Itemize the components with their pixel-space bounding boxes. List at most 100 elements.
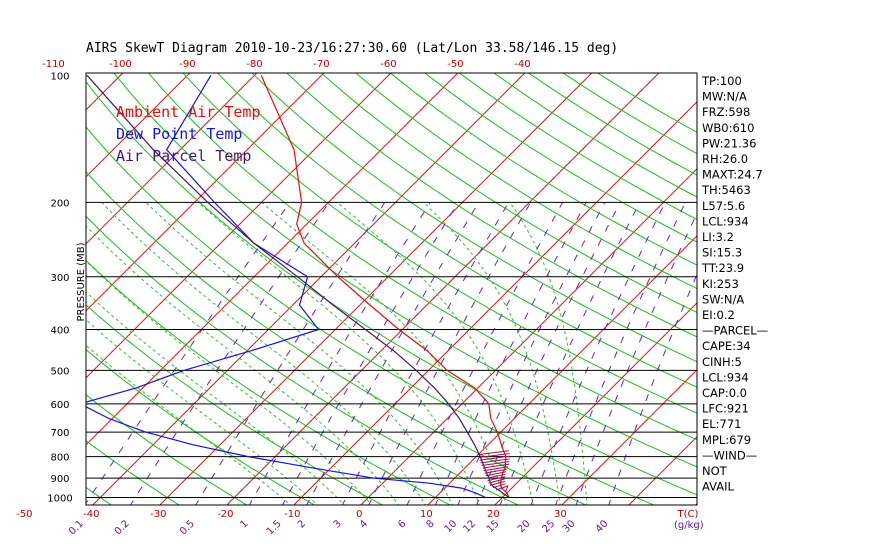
series-line-0 bbox=[260, 75, 510, 498]
top-temp-tick-label: -70 bbox=[313, 59, 329, 70]
isotherm-line bbox=[360, 168, 697, 505]
mixing-ratio-line bbox=[530, 202, 666, 505]
hatch-mark bbox=[488, 478, 505, 484]
index-line: SW:N/A bbox=[702, 292, 744, 306]
moist-adiabat bbox=[336, 202, 534, 505]
index-line: CAP:0.0 bbox=[702, 386, 747, 400]
pressure-tick-label: 800 bbox=[50, 453, 69, 464]
index-line: —PARCEL— bbox=[702, 324, 768, 338]
mixing-ratio-line bbox=[457, 202, 606, 505]
isotherm-line bbox=[159, 73, 593, 505]
mixing-ratio-tick-label: 12 bbox=[461, 518, 478, 535]
isotherm-line bbox=[561, 369, 697, 505]
dry-adiabat bbox=[389, 73, 697, 266]
mixing-ratio-line bbox=[434, 202, 587, 505]
series-line-1 bbox=[86, 74, 486, 499]
dry-adiabat bbox=[182, 73, 697, 414]
isotherm-line bbox=[494, 302, 697, 505]
dry-adiabat bbox=[86, 348, 316, 505]
mixing-ratio-unit-label: (g/kg) bbox=[674, 520, 704, 531]
mixing-ratio-tick-label: 8 bbox=[425, 518, 437, 530]
hatch-mark bbox=[492, 483, 506, 489]
dry-adiabat bbox=[458, 73, 697, 220]
isotherm-line bbox=[86, 73, 392, 379]
index-line: LFC:921 bbox=[702, 402, 749, 416]
mixing-ratio-tick-label: 15 bbox=[485, 518, 502, 535]
index-line: —WIND— bbox=[702, 448, 757, 462]
dry-adiabat bbox=[86, 394, 248, 505]
legend-entry: Air Parcel Temp bbox=[116, 147, 251, 165]
isotherm-line bbox=[0, 66, 63, 507]
index-line: LI:3.2 bbox=[702, 230, 734, 244]
hatch-mark bbox=[489, 480, 506, 486]
index-line: CAPE:34 bbox=[702, 339, 751, 353]
top-temp-tick-label: -60 bbox=[380, 59, 396, 70]
index-line: WB0:610 bbox=[702, 121, 754, 135]
bottom-temp-tick-label: -10 bbox=[284, 509, 300, 520]
index-line: TP:100 bbox=[701, 74, 742, 88]
index-line: SI:15.3 bbox=[702, 246, 742, 260]
index-line: EI:0.2 bbox=[702, 308, 735, 322]
mixing-ratio-tick-label: 10 bbox=[443, 518, 460, 535]
pressure-tick-label: 1000 bbox=[47, 494, 72, 505]
mixing-ratio-line bbox=[129, 202, 330, 505]
hatch-mark bbox=[477, 450, 510, 456]
pressure-tick-label: 500 bbox=[50, 366, 69, 377]
axes: PRESSURE (MB)100200300400500600700800900… bbox=[16, 59, 704, 537]
pressure-tick-label: 400 bbox=[50, 326, 69, 337]
mixing-ratio-line bbox=[306, 202, 480, 505]
moist-adiabat bbox=[198, 202, 480, 505]
index-line: TT:23.9 bbox=[701, 261, 744, 275]
index-line: RH:26.0 bbox=[702, 152, 748, 166]
isotherm-line bbox=[226, 73, 660, 505]
pressure-tick-label: 600 bbox=[50, 400, 69, 411]
index-line: LCL:934 bbox=[702, 214, 749, 228]
index-line: PW:21.36 bbox=[702, 136, 756, 150]
mixing-ratio-line bbox=[499, 202, 641, 505]
moist-adiabat bbox=[86, 260, 373, 505]
moist-adiabat bbox=[509, 202, 588, 505]
mixing-ratio-line bbox=[86, 202, 291, 505]
index-line: MW:N/A bbox=[702, 90, 747, 104]
pressure-tick-label: 300 bbox=[50, 273, 69, 284]
bottom-temp-tick-label: 10 bbox=[420, 509, 433, 520]
index-line: FRZ:598 bbox=[702, 105, 750, 119]
pressure-tick-label: 900 bbox=[50, 474, 69, 485]
mixing-ratio-tick-label: 3 bbox=[332, 518, 344, 530]
index-line: EL:771 bbox=[702, 417, 742, 431]
isotherm-line bbox=[86, 73, 191, 178]
bottom-temp-tick-label: -40 bbox=[83, 509, 99, 520]
hatch-mark bbox=[486, 473, 506, 479]
index-line: KI:253 bbox=[702, 277, 739, 291]
mixing-ratio-line bbox=[608, 273, 697, 505]
dry-adiabat bbox=[86, 171, 587, 505]
mixing-ratio-line bbox=[476, 202, 621, 505]
dry-adiabat bbox=[251, 73, 697, 363]
hatch-mark bbox=[481, 461, 510, 467]
moist-adiabat bbox=[86, 291, 346, 505]
bottom-temp-tick-label: 20 bbox=[487, 509, 500, 520]
hatch-mark bbox=[480, 458, 510, 464]
moist-adiabat bbox=[261, 202, 507, 505]
mixing-ratio-tick-label: 1.5 bbox=[265, 518, 284, 537]
isotherm-line bbox=[92, 73, 526, 505]
dry-adiabat bbox=[86, 126, 655, 505]
mixing-ratio-line bbox=[555, 202, 686, 505]
isotherm-line bbox=[86, 73, 459, 446]
bottom-temp-tick-label: 0 bbox=[356, 509, 362, 520]
legend-entry: Ambient Air Temp bbox=[116, 103, 261, 121]
top-temp-tick-label: -100 bbox=[109, 59, 132, 70]
mixing-ratio-tick-label: 0.5 bbox=[178, 518, 197, 537]
pressure-tick-label: 100 bbox=[50, 71, 69, 82]
dry-adiabat bbox=[147, 73, 697, 441]
isotherm-line bbox=[427, 235, 697, 505]
bottom-temp-tick-label: 30 bbox=[554, 509, 567, 520]
hatch-mark bbox=[484, 468, 507, 474]
hatch-mark bbox=[487, 476, 506, 482]
mixing-ratio-tick-label: 30 bbox=[561, 518, 578, 535]
moist-adiabat bbox=[86, 344, 292, 505]
top-temp-tick-label: -40 bbox=[514, 59, 530, 70]
moist-adiabat bbox=[86, 225, 400, 505]
index-line: AVAIL bbox=[702, 480, 735, 494]
